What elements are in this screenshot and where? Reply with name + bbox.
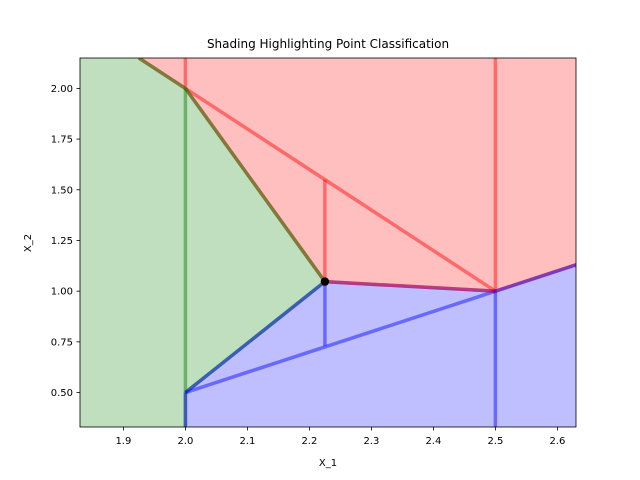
blue-boundary-segment bbox=[184, 280, 326, 394]
red-boundary-segment bbox=[184, 86, 497, 293]
x-tick-label: 1.9 bbox=[115, 436, 131, 447]
y-tick-label: 1.50 bbox=[51, 185, 73, 196]
y-tick-label: 2.00 bbox=[51, 84, 73, 95]
plot-area bbox=[80, 58, 576, 427]
y-tick-label: 1.75 bbox=[51, 135, 73, 146]
blue-boundary-segment bbox=[184, 289, 496, 395]
classified-point bbox=[320, 277, 330, 286]
y-tick-label: 1.25 bbox=[51, 236, 73, 247]
x-tick-label: 2.3 bbox=[363, 436, 379, 447]
x-tick-label: 2.0 bbox=[177, 436, 193, 447]
x-tick-label: 2.6 bbox=[549, 436, 565, 447]
y-tick-label: 0.50 bbox=[51, 388, 73, 399]
x-tick-label: 2.5 bbox=[487, 436, 503, 447]
x-tick-label: 2.2 bbox=[301, 436, 317, 447]
green-boundary-segment bbox=[184, 280, 326, 394]
blue-boundary-segment bbox=[324, 279, 496, 293]
blue-region bbox=[185, 264, 576, 427]
red-boundary-segment bbox=[324, 279, 496, 293]
green-region bbox=[80, 58, 325, 427]
plot-frame bbox=[79, 57, 577, 428]
red-boundary-segment bbox=[183, 87, 327, 283]
y-tick-label: 0.75 bbox=[51, 337, 73, 348]
x-axis-label: X_1 bbox=[319, 458, 337, 469]
y-axis-label: X_2 bbox=[23, 234, 34, 252]
boundary-segments bbox=[137, 58, 576, 427]
green-boundary-segment bbox=[183, 87, 327, 283]
green-boundary-segment bbox=[137, 58, 187, 90]
y-axis-ticks: 0.50 0.75 1.00 1.25 1.50 1.75 2.00 bbox=[51, 84, 80, 399]
red-boundary-segment bbox=[137, 58, 187, 90]
red-boundary-segment bbox=[494, 263, 576, 293]
red-region bbox=[80, 58, 576, 292]
blue-boundary-segment bbox=[494, 263, 576, 293]
chart-title: Shading Highlighting Point Classificatio… bbox=[207, 37, 449, 51]
y-tick-label: 1.00 bbox=[51, 287, 73, 298]
x-tick-label: 2.1 bbox=[239, 436, 255, 447]
x-axis-ticks: 1.9 2.0 2.1 2.2 2.3 2.4 2.5 2.6 bbox=[115, 427, 565, 447]
shaded-regions bbox=[80, 58, 576, 427]
data-points bbox=[320, 277, 330, 286]
x-tick-label: 2.4 bbox=[425, 436, 441, 447]
